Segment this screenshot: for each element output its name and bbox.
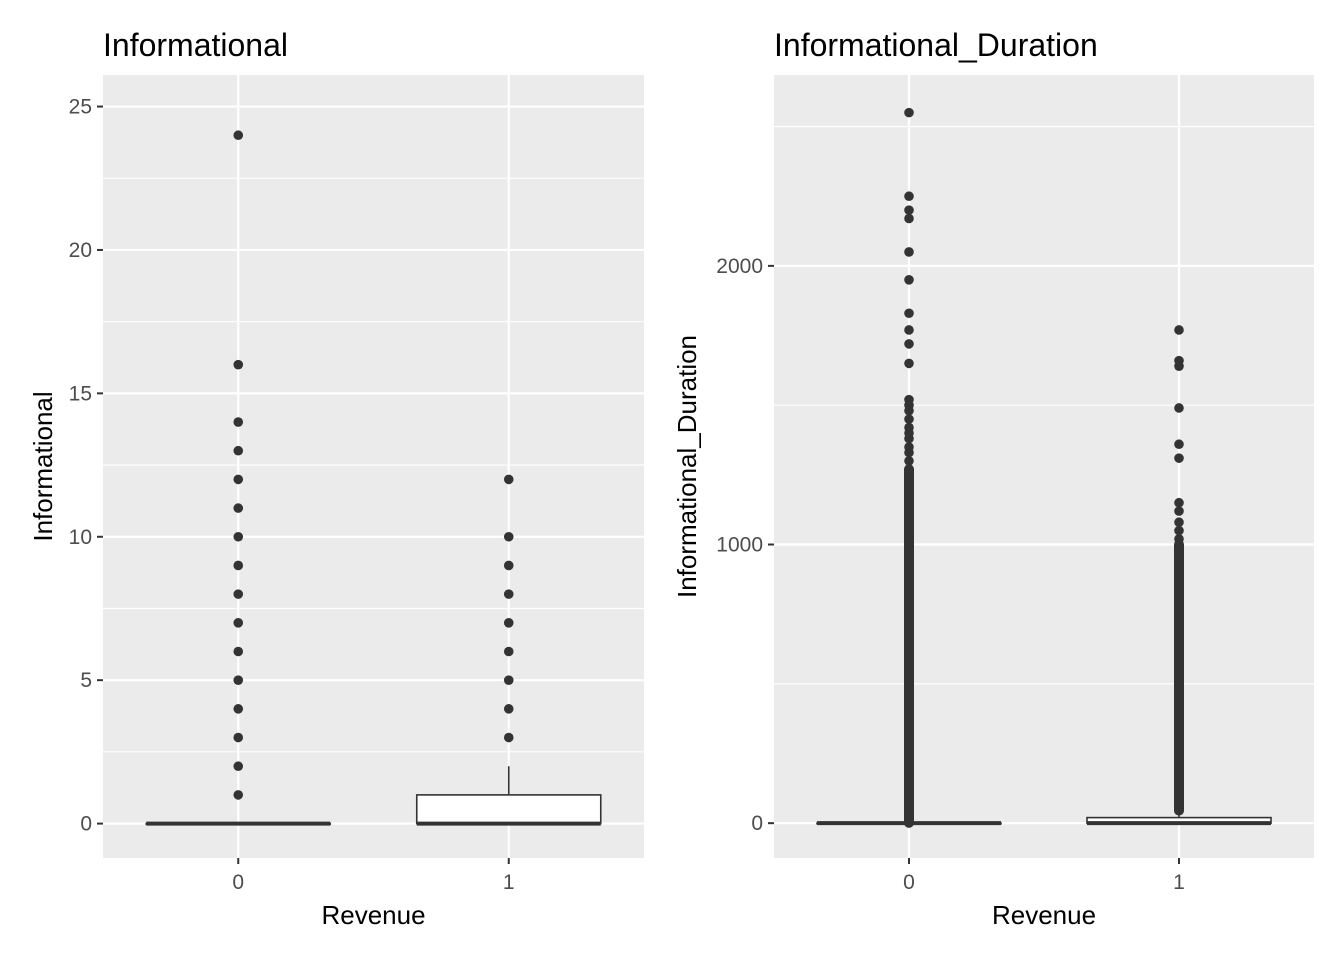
outlier-point xyxy=(503,646,514,657)
x-tick-label: 0 xyxy=(903,871,915,894)
y-tick-label: 1000 xyxy=(716,534,763,557)
outlier-point xyxy=(1174,403,1184,413)
chart-title: Informational_Duration xyxy=(774,27,1098,63)
outlier-point xyxy=(503,531,514,542)
y-axis: 0 1000 2000 xyxy=(716,255,774,835)
y-tick-label: 10 xyxy=(69,526,92,549)
y-axis-title: Informational xyxy=(28,391,58,541)
outlier-point xyxy=(904,394,914,405)
outlier-point xyxy=(904,339,914,349)
outlier-point xyxy=(904,422,914,433)
y-tick-label: 0 xyxy=(751,812,763,835)
outlier-point xyxy=(904,325,914,335)
y-tick-label: 15 xyxy=(69,382,92,405)
y-tick-label: 25 xyxy=(69,96,92,119)
outlier-point xyxy=(503,589,514,599)
y-tick-label: 2000 xyxy=(716,255,763,278)
outlier-point xyxy=(503,474,514,485)
chart-title: Informational xyxy=(103,27,288,63)
outlier-point xyxy=(233,359,244,370)
outlier-points xyxy=(233,130,514,800)
plot-background xyxy=(774,75,1314,858)
outlier-point xyxy=(503,675,514,685)
outlier-point xyxy=(904,414,914,424)
y-tick-label: 5 xyxy=(80,669,92,692)
outlier-point xyxy=(233,417,244,427)
outlier-point xyxy=(1174,439,1184,450)
outlier-point xyxy=(1174,506,1184,516)
outlier-point xyxy=(503,704,514,714)
outlier-point xyxy=(233,704,244,714)
outlier-point xyxy=(233,130,244,141)
outlier-point xyxy=(904,213,914,224)
y-axis-title: Informational_Duration xyxy=(672,335,702,598)
x-axis-title: Revenue xyxy=(992,900,1096,930)
boxes xyxy=(145,766,602,826)
plot-background xyxy=(103,75,644,858)
outlier-point xyxy=(904,205,914,215)
outlier-point xyxy=(503,732,514,743)
outlier-point xyxy=(503,560,514,571)
outlier-point xyxy=(233,531,244,542)
y-tick-label: 20 xyxy=(69,239,92,262)
x-axis-title: Revenue xyxy=(321,900,425,930)
outlier-point xyxy=(1174,525,1184,536)
box xyxy=(415,794,602,825)
outlier-point xyxy=(233,646,244,657)
outlier-point xyxy=(1174,497,1184,508)
x-tick-label: 1 xyxy=(503,871,515,894)
outlier-point xyxy=(233,503,244,513)
outlier-point xyxy=(233,445,244,456)
outlier-point xyxy=(904,442,914,452)
outlier-point xyxy=(904,107,914,118)
outlier-point xyxy=(233,790,244,800)
outlier-point xyxy=(904,275,914,285)
outlier-points xyxy=(904,107,1184,828)
outlier-point xyxy=(233,560,244,571)
outlier-point xyxy=(1174,517,1184,528)
outlier-point xyxy=(904,191,914,202)
y-tick-label: 0 xyxy=(80,813,92,836)
outlier-point xyxy=(904,358,914,369)
outlier-point xyxy=(233,589,244,599)
outlier-point xyxy=(904,456,914,466)
y-axis: 0 5 10 15 20 25 xyxy=(69,96,103,836)
outlier-point xyxy=(233,474,244,485)
outlier-point xyxy=(1174,534,1184,544)
outlier-point xyxy=(904,308,914,319)
outlier-point xyxy=(1174,325,1184,335)
outlier-point xyxy=(233,732,244,743)
outlier-point xyxy=(1174,355,1184,366)
outlier-point xyxy=(233,761,244,772)
outlier-point xyxy=(904,247,914,257)
outlier-point xyxy=(1174,453,1184,463)
x-tick-label: 0 xyxy=(232,871,244,894)
outlier-point xyxy=(503,618,514,628)
outlier-point xyxy=(233,618,244,628)
x-tick-label: 1 xyxy=(1173,871,1185,894)
outlier-point xyxy=(233,675,244,685)
